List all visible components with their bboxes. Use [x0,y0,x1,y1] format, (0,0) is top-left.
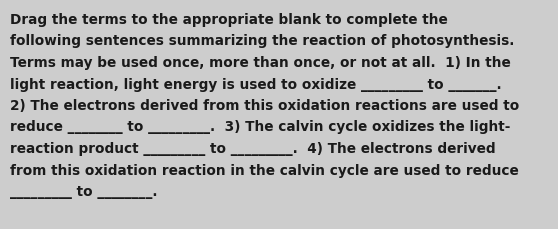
Text: reduce ________ to _________.  3) The calvin cycle oxidizes the light-: reduce ________ to _________. 3) The cal… [10,120,511,134]
Text: light reaction, light energy is used to oxidize _________ to _______.: light reaction, light energy is used to … [10,77,502,91]
Text: Drag the terms to the appropriate blank to complete the: Drag the terms to the appropriate blank … [10,13,448,27]
Text: 2) The electrons derived from this oxidation reactions are used to: 2) The electrons derived from this oxida… [10,98,519,112]
Text: from this oxidation reaction in the calvin cycle are used to reduce: from this oxidation reaction in the calv… [10,163,519,177]
Text: _________ to ________.: _________ to ________. [10,184,157,198]
Text: reaction product _________ to _________.  4) The electrons derived: reaction product _________ to _________.… [10,141,496,155]
Text: Terms may be used once, more than once, or not at all.  1) In the: Terms may be used once, more than once, … [10,56,511,70]
Text: following sentences summarizing the reaction of photosynthesis.: following sentences summarizing the reac… [10,34,514,48]
